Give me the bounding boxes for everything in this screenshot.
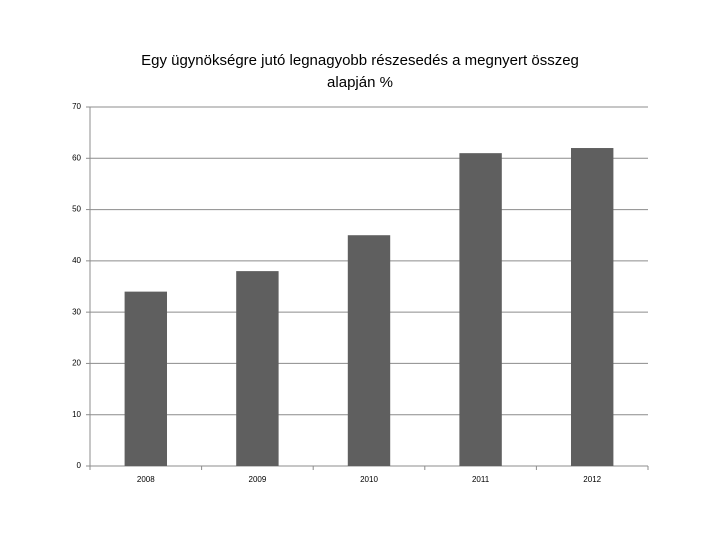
y-tick-label: 70 — [72, 102, 81, 111]
x-tick-label: 2011 — [472, 475, 490, 484]
x-tick-label: 2012 — [583, 475, 601, 484]
y-tick-label: 0 — [77, 461, 82, 470]
x-tick-label: 2008 — [137, 475, 155, 484]
y-tick-label: 50 — [72, 205, 81, 214]
bar — [236, 271, 279, 466]
bar — [347, 235, 391, 466]
x-tick-label: 2010 — [360, 475, 378, 484]
y-tick-label: 40 — [72, 256, 81, 265]
bar — [124, 291, 168, 466]
bar — [570, 148, 614, 466]
y-tick-label: 30 — [72, 307, 81, 316]
x-tick-label: 2009 — [249, 475, 267, 484]
y-tick-label: 10 — [72, 410, 81, 419]
bar — [459, 153, 502, 466]
y-tick-label: 20 — [72, 359, 81, 368]
y-tick-label: 60 — [72, 153, 81, 162]
chart-title: Egy ügynökségre jutó legnagyobb részesed… — [141, 52, 579, 91]
